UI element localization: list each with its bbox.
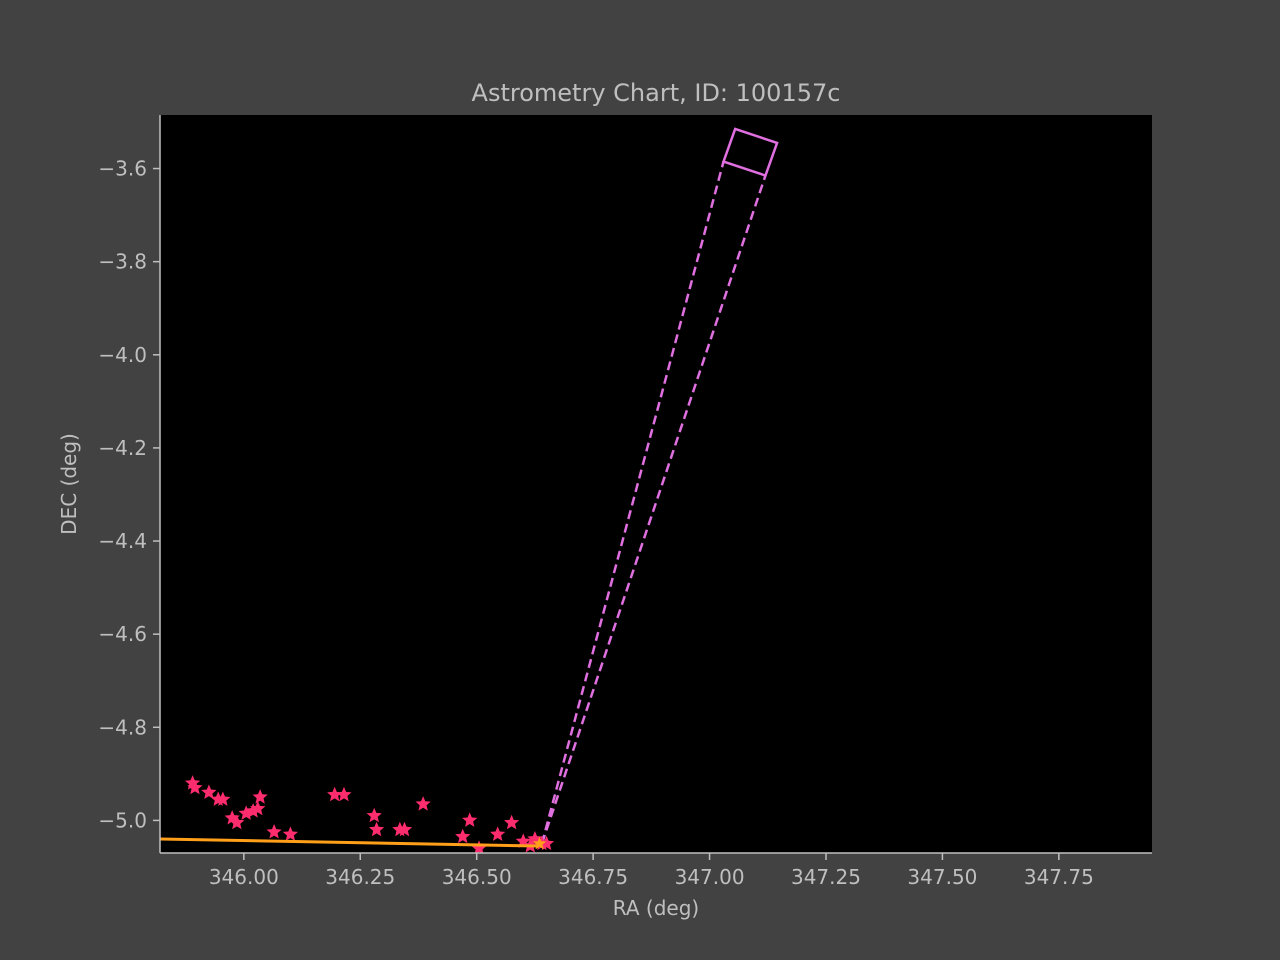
star-point-14 [327, 786, 343, 802]
star-point-10 [250, 800, 266, 816]
star-point-17 [368, 821, 385, 837]
track-line [160, 837, 538, 848]
y-tick-label: −5.0 [98, 808, 147, 832]
x-tick-label: 346.00 [209, 865, 279, 889]
y-tick-label: −4.0 [98, 343, 147, 367]
x-tick-label: 347.50 [907, 865, 977, 889]
star-point-9 [245, 803, 261, 818]
y-axis-title: DEC (deg) [57, 433, 81, 535]
y-tick-label: −3.8 [98, 250, 147, 274]
field-of-view-box [721, 127, 779, 178]
y-tick-label: −4.8 [98, 715, 147, 739]
star-point-24 [490, 826, 506, 841]
star-point-3 [201, 784, 217, 799]
star-point-11 [252, 789, 268, 804]
star-point-23 [471, 840, 487, 853]
star-point-5 [215, 791, 231, 806]
y-tick-label: −3.6 [98, 157, 147, 181]
x-axis-title: RA (deg) [613, 896, 699, 920]
chart-title: Astrometry Chart, ID: 100157c [472, 79, 841, 107]
y-tick-label: −4.4 [98, 529, 147, 553]
star-point-7 [229, 814, 245, 830]
star-point-12 [266, 824, 282, 839]
y-ticks: −3.6 −3.8 −4.0 −4.2 −4.4 −4.6 −4.8 −5.0 [98, 157, 160, 832]
star-point-13 [282, 826, 299, 841]
x-ticks: 346.00 346.25 346.50 346.75 347.00 347.25 347.… [209, 853, 1094, 889]
star-point-16 [366, 807, 382, 823]
star-point-22 [462, 812, 478, 827]
star-point-20 [415, 796, 431, 811]
x-tick-label: 347.75 [1024, 865, 1094, 889]
star-point-21 [455, 828, 471, 844]
x-tick-label: 346.25 [325, 865, 395, 889]
star-point-2 [187, 779, 203, 795]
star-point-19 [396, 821, 413, 837]
projection-line-2 [540, 175, 767, 845]
star-point-15 [336, 786, 352, 802]
x-tick-label: 346.50 [442, 865, 512, 889]
y-tick-label: −4.2 [98, 436, 147, 460]
track-marker [532, 836, 547, 850]
star-point-25 [504, 814, 520, 830]
plot-marks [160, 127, 779, 853]
plot-area [160, 115, 1152, 853]
x-tick-label: 346.75 [558, 865, 628, 889]
x-tick-label: 347.25 [791, 865, 861, 889]
y-tick-label: −4.6 [98, 622, 147, 646]
x-tick-label: 347.00 [675, 865, 745, 889]
projection-line-1 [540, 161, 725, 845]
